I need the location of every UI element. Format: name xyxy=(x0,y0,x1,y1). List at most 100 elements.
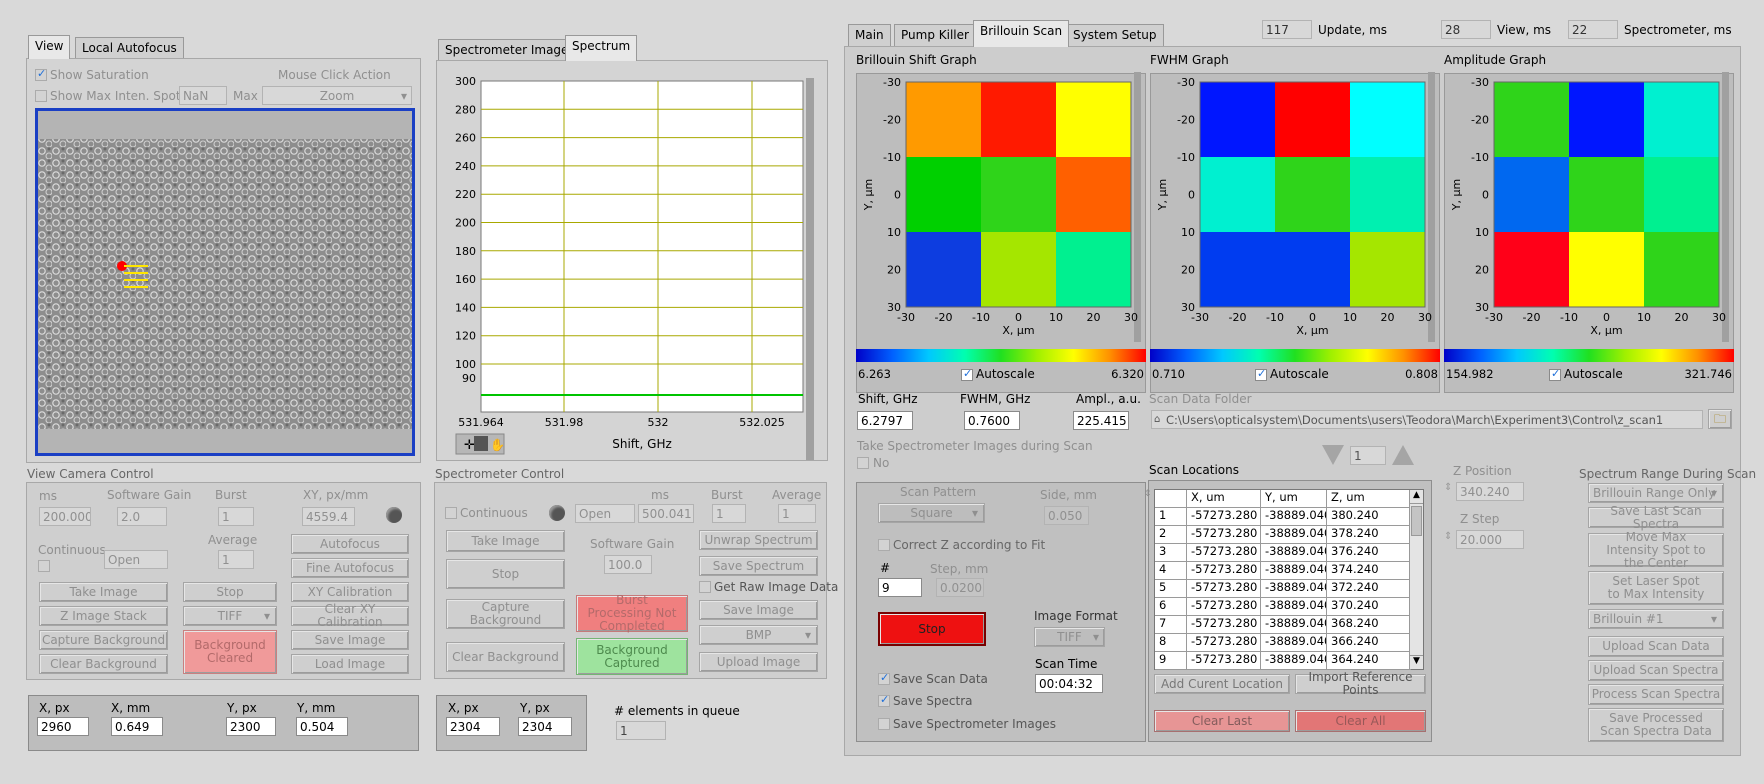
table-cell[interactable]: -38889.040 xyxy=(1261,652,1327,670)
nav-down-arrow-icon[interactable] xyxy=(1322,445,1344,465)
autoscale-checkbox[interactable] xyxy=(1255,367,1267,381)
scan-stop-button[interactable]: Stop xyxy=(878,612,986,646)
table-scrollbar[interactable]: ▲ ▼ xyxy=(1409,490,1423,669)
table-cell[interactable]: -38889.040 xyxy=(1261,562,1327,580)
save-image-button[interactable]: Save Image xyxy=(291,630,409,650)
table-cell[interactable]: -38889.040 xyxy=(1261,544,1327,562)
save-last-scan-button[interactable]: Save Last Scan Spectra xyxy=(1588,504,1724,530)
move-max-intensity-button[interactable]: Move Max Intensity Spot to the Center xyxy=(1588,530,1724,569)
save-spectra-checkbox[interactable] xyxy=(878,693,890,707)
clear-background-button[interactable]: Clear Background xyxy=(39,654,168,674)
table-cell[interactable]: -38889.040 xyxy=(1261,526,1327,544)
scan-folder-path[interactable]: C:\Users\opticalsystem\Documents\users\T… xyxy=(1151,410,1703,429)
spec-save-image-button[interactable]: Save Image xyxy=(699,600,818,620)
table-cell[interactable]: 7 xyxy=(1155,616,1187,634)
process-scan-spectra-button[interactable]: Process Scan Spectra xyxy=(1588,684,1724,705)
continuous-checkbox[interactable] xyxy=(38,560,50,572)
table-cell[interactable]: -57273.280 xyxy=(1187,652,1261,670)
correct-z-checkbox[interactable] xyxy=(878,539,890,551)
autoscale-checkbox[interactable] xyxy=(1549,367,1561,381)
table-cell[interactable]: 376.240 xyxy=(1327,544,1411,562)
num-points-input[interactable]: 9 xyxy=(878,578,922,597)
table-cell[interactable]: 380.240 xyxy=(1327,508,1411,526)
table-cell[interactable]: -57273.280 xyxy=(1187,508,1261,526)
upload-image-button[interactable]: Upload Image xyxy=(699,652,818,672)
tab-spectrometer-image[interactable]: Spectrometer Image xyxy=(438,39,576,61)
table-cell[interactable]: 8 xyxy=(1155,634,1187,652)
table-cell[interactable]: -38889.040 xyxy=(1261,508,1327,526)
table-cell[interactable]: 5 xyxy=(1155,580,1187,598)
upload-scan-spectra-button[interactable]: Upload Scan Spectra xyxy=(1588,660,1724,681)
fine-autofocus-button[interactable]: Fine Autofocus xyxy=(291,558,409,578)
scan-locations-table[interactable]: X, um Y, um Z, um 1 -57273.280 -38889.040 380.… xyxy=(1154,489,1424,670)
tab-pump-killer[interactable]: Pump Killer xyxy=(894,24,976,46)
table-cell[interactable]: 6 xyxy=(1155,598,1187,616)
side-mm-input[interactable]: 0.050 xyxy=(1044,506,1089,525)
table-cell[interactable]: 366.240 xyxy=(1327,634,1411,652)
spec-capture-background-button[interactable]: Capture Background xyxy=(446,599,565,629)
z-step-stepper-icon[interactable]: ⇕ xyxy=(1444,531,1453,542)
clear-last-button[interactable]: Clear Last xyxy=(1154,710,1290,732)
image-format-select[interactable]: TIFF ▾ xyxy=(1034,627,1105,647)
spectrum-range-select[interactable]: Brillouin Range Only ▾ xyxy=(1588,483,1724,503)
import-reference-button[interactable]: Import Reference Points xyxy=(1295,671,1426,697)
xy-px-mm-input[interactable]: 4559.4 xyxy=(302,507,355,526)
average-input[interactable]: 1 xyxy=(218,550,254,569)
table-cell[interactable]: -57273.280 xyxy=(1187,598,1261,616)
spec-gain-input[interactable]: 100.0 xyxy=(604,555,652,574)
tab-spectrum[interactable]: Spectrum xyxy=(565,35,638,61)
show-max-inten-checkbox[interactable] xyxy=(35,90,47,102)
clear-xy-calibration-button[interactable]: Clear XY Calibration xyxy=(291,603,409,629)
table-cell[interactable]: 370.240 xyxy=(1327,598,1411,616)
spec-continuous-checkbox[interactable] xyxy=(445,507,457,519)
table-cell[interactable]: -57273.280 xyxy=(1187,580,1261,598)
z-position-input[interactable]: 340.240 xyxy=(1456,482,1524,501)
tiff-select[interactable]: TIFF ▾ xyxy=(183,606,277,626)
table-cell[interactable]: -57273.280 xyxy=(1187,616,1261,634)
table-cell[interactable]: -57273.280 xyxy=(1187,634,1261,652)
set-laser-spot-button[interactable]: Set Laser Spot to Max Intensity xyxy=(1588,571,1724,605)
table-cell[interactable]: -38889.040 xyxy=(1261,616,1327,634)
table-cell[interactable]: 4 xyxy=(1155,562,1187,580)
nav-index-value[interactable]: 1 xyxy=(1350,446,1386,465)
autoscale-checkbox[interactable] xyxy=(961,367,973,381)
table-cell[interactable]: -57273.280 xyxy=(1187,562,1261,580)
take-image-button[interactable]: Take Image xyxy=(39,582,168,602)
mouse-click-action-select[interactable]: Zoom ▾ xyxy=(262,86,412,105)
bmp-select[interactable]: BMP ▾ xyxy=(699,625,818,645)
scroll-thumb[interactable] xyxy=(1411,506,1422,536)
take-spec-images-checkbox[interactable] xyxy=(857,457,869,469)
capture-background-button[interactable]: Capture Background xyxy=(39,630,168,650)
ms-input[interactable]: 200.000 xyxy=(39,507,91,526)
add-location-button[interactable]: Add Curent Location xyxy=(1154,674,1290,694)
table-cell[interactable]: 3 xyxy=(1155,544,1187,562)
plot-tools[interactable]: ✛ ✋ xyxy=(455,433,505,455)
camera-view[interactable] xyxy=(35,108,415,456)
row-stepper-icon[interactable]: ⇕ xyxy=(1144,489,1152,499)
spec-burst-input[interactable]: 1 xyxy=(712,504,746,523)
software-gain-input[interactable]: 2.0 xyxy=(117,507,167,526)
brillouin-select[interactable]: Brillouin #1 ▾ xyxy=(1588,609,1724,629)
table-cell[interactable]: 364.240 xyxy=(1327,652,1411,670)
table-cell[interactable]: 378.240 xyxy=(1327,526,1411,544)
step-mm-input[interactable]: 0.0200 xyxy=(936,578,984,597)
table-cell[interactable]: -57273.280 xyxy=(1187,544,1261,562)
tab-brillouin-scan[interactable]: Brillouin Scan xyxy=(973,20,1070,47)
table-cell[interactable]: 372.240 xyxy=(1327,580,1411,598)
spec-clear-background-button[interactable]: Clear Background xyxy=(446,642,565,672)
save-spec-images-checkbox[interactable] xyxy=(878,718,890,730)
tab-view[interactable]: View xyxy=(28,35,71,59)
show-saturation-checkbox[interactable] xyxy=(35,67,47,81)
spec-stop-button[interactable]: Stop xyxy=(446,559,565,589)
xy-calibration-button[interactable]: XY Calibration xyxy=(291,582,409,602)
spec-average-input[interactable]: 1 xyxy=(778,504,816,523)
save-scan-data-checkbox[interactable] xyxy=(878,671,890,685)
table-cell[interactable]: -38889.040 xyxy=(1261,580,1327,598)
table-cell[interactable]: 2 xyxy=(1155,526,1187,544)
save-processed-button[interactable]: Save Processed Scan Spectra Data xyxy=(1588,708,1724,742)
z-step-input[interactable]: 20.000 xyxy=(1456,530,1524,549)
spec-ms-input[interactable]: 500.041 xyxy=(638,504,694,523)
